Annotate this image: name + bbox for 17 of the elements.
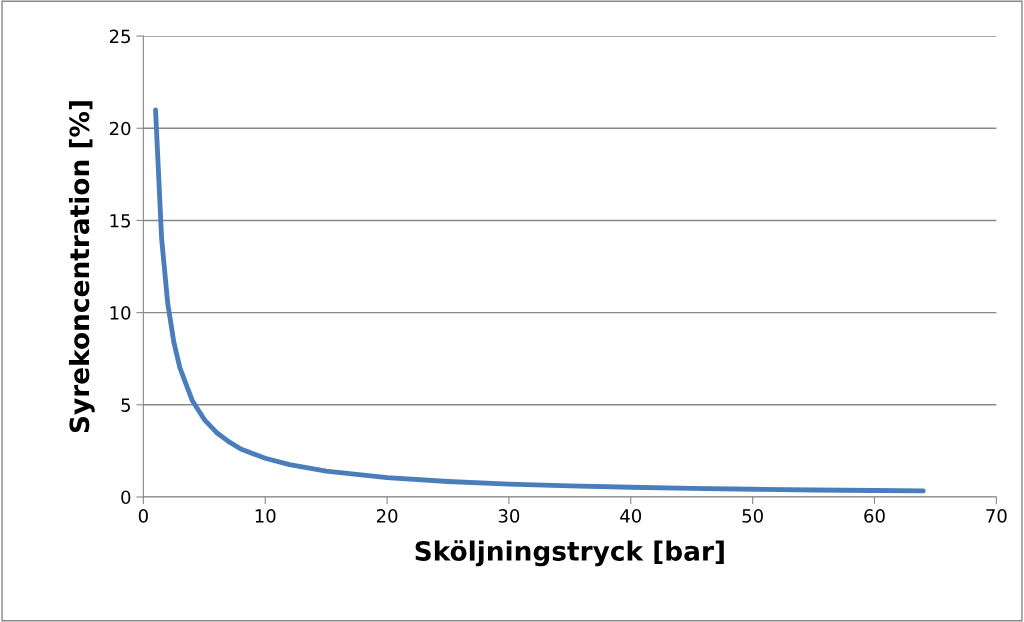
line-series bbox=[153, 107, 926, 494]
y-axis-title: Syrekoncentration [%] bbox=[68, 101, 95, 433]
y-tick-label: 15 bbox=[110, 214, 130, 228]
y-tick-label: 10 bbox=[110, 306, 131, 320]
y-tick-label: 0 bbox=[121, 490, 131, 505]
y-tick-label: 5 bbox=[121, 398, 130, 412]
x-tick-label: 60 bbox=[864, 509, 885, 523]
y-tick-label: 20 bbox=[109, 121, 131, 136]
y-tick-label: 25 bbox=[109, 29, 130, 44]
x-tick-label: 50 bbox=[742, 509, 763, 523]
x-axis-title: Sköljningstryck [bar] bbox=[415, 540, 724, 567]
x-tick-label: 70 bbox=[986, 509, 1007, 523]
x-tick-label: 20 bbox=[376, 509, 398, 523]
x-tick-label: 40 bbox=[620, 509, 642, 523]
x-tick-label: 30 bbox=[498, 509, 520, 523]
x-tick-label: 10 bbox=[255, 509, 276, 523]
x-tick-label: 0 bbox=[138, 509, 148, 523]
